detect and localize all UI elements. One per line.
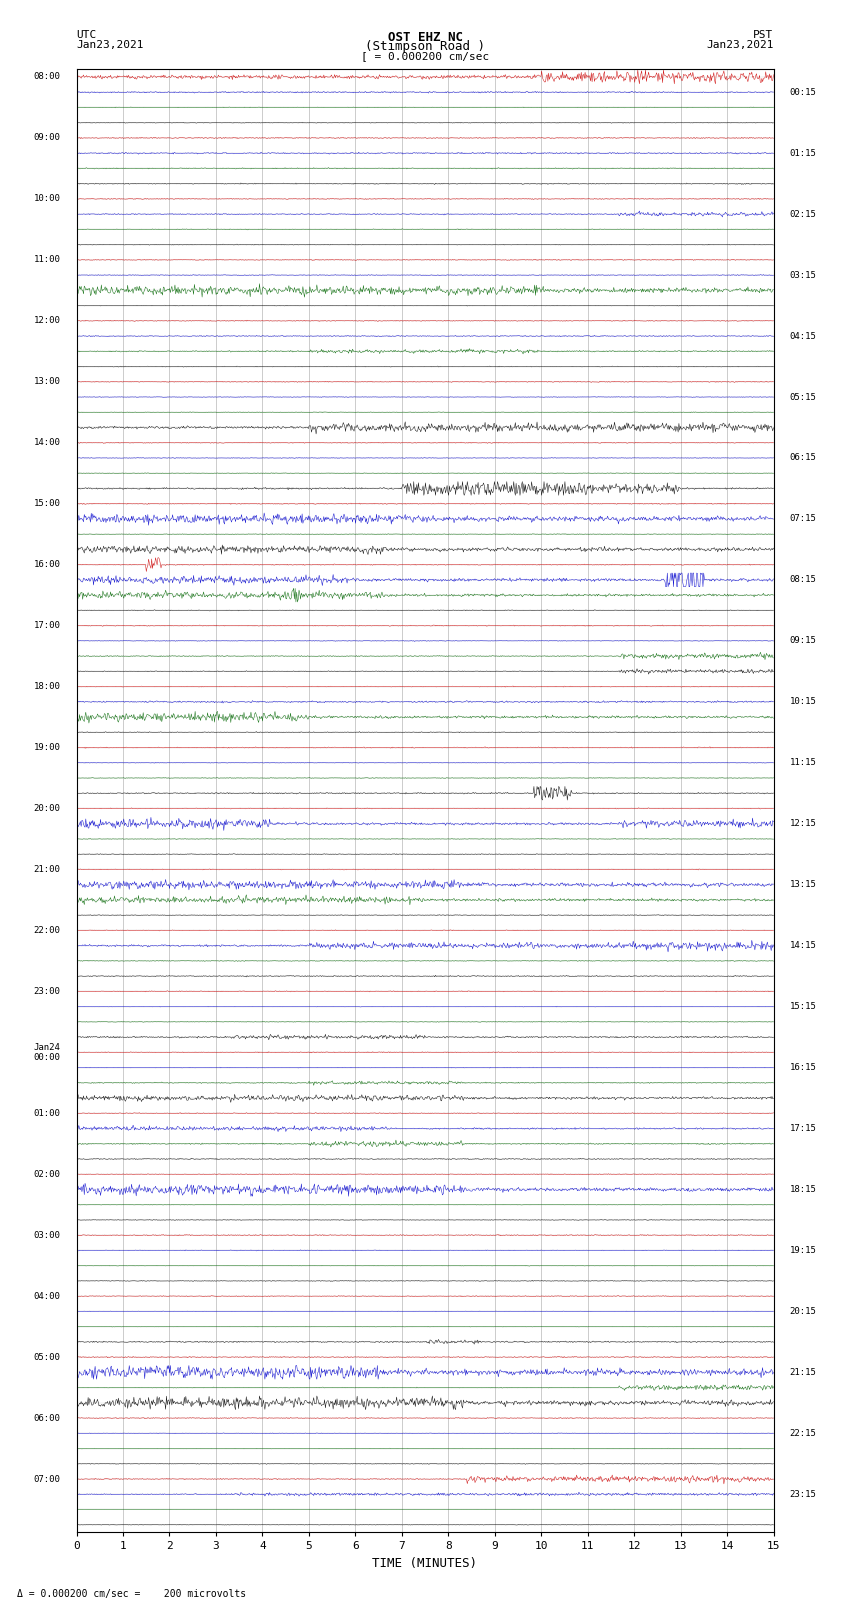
Text: 00:15: 00:15 xyxy=(790,87,817,97)
Text: 14:15: 14:15 xyxy=(790,940,817,950)
Text: 22:00: 22:00 xyxy=(33,926,60,936)
Text: 11:15: 11:15 xyxy=(790,758,817,768)
Text: 15:15: 15:15 xyxy=(790,1002,817,1011)
Text: 19:15: 19:15 xyxy=(790,1245,817,1255)
Text: 19:00: 19:00 xyxy=(33,744,60,752)
Text: 22:15: 22:15 xyxy=(790,1429,817,1437)
Text: Jan23,2021: Jan23,2021 xyxy=(76,40,144,50)
Text: 02:15: 02:15 xyxy=(790,210,817,219)
Text: (Stimpson Road ): (Stimpson Road ) xyxy=(365,40,485,53)
Text: 07:00: 07:00 xyxy=(33,1474,60,1484)
Text: 21:15: 21:15 xyxy=(790,1368,817,1378)
Text: [ = 0.000200 cm/sec: [ = 0.000200 cm/sec xyxy=(361,52,489,61)
Text: 12:15: 12:15 xyxy=(790,819,817,827)
Text: 09:15: 09:15 xyxy=(790,637,817,645)
Text: 03:15: 03:15 xyxy=(790,271,817,279)
Text: UTC: UTC xyxy=(76,31,97,40)
Text: 21:00: 21:00 xyxy=(33,865,60,874)
Text: 11:00: 11:00 xyxy=(33,255,60,265)
Text: Jan24
00:00: Jan24 00:00 xyxy=(33,1042,60,1061)
Text: 02:00: 02:00 xyxy=(33,1169,60,1179)
Text: 05:15: 05:15 xyxy=(790,392,817,402)
X-axis label: TIME (MINUTES): TIME (MINUTES) xyxy=(372,1557,478,1569)
Text: 06:15: 06:15 xyxy=(790,453,817,463)
Text: 08:00: 08:00 xyxy=(33,73,60,82)
Text: 05:00: 05:00 xyxy=(33,1353,60,1361)
Text: 20:00: 20:00 xyxy=(33,803,60,813)
Text: Jan23,2021: Jan23,2021 xyxy=(706,40,774,50)
Text: PST: PST xyxy=(753,31,774,40)
Text: 23:15: 23:15 xyxy=(790,1490,817,1498)
Text: 10:15: 10:15 xyxy=(790,697,817,706)
Text: 10:00: 10:00 xyxy=(33,195,60,203)
Text: 03:00: 03:00 xyxy=(33,1231,60,1240)
Text: 14:00: 14:00 xyxy=(33,439,60,447)
Text: 17:15: 17:15 xyxy=(790,1124,817,1132)
Text: 04:00: 04:00 xyxy=(33,1292,60,1300)
Text: 06:00: 06:00 xyxy=(33,1413,60,1423)
Text: 01:15: 01:15 xyxy=(790,148,817,158)
Text: 09:00: 09:00 xyxy=(33,134,60,142)
Text: 13:00: 13:00 xyxy=(33,377,60,386)
Text: 08:15: 08:15 xyxy=(790,576,817,584)
Text: 23:00: 23:00 xyxy=(33,987,60,995)
Text: 01:00: 01:00 xyxy=(33,1108,60,1118)
Text: 17:00: 17:00 xyxy=(33,621,60,631)
Text: Δ = 0.000200 cm/sec =    200 microvolts: Δ = 0.000200 cm/sec = 200 microvolts xyxy=(17,1589,246,1598)
Text: 13:15: 13:15 xyxy=(790,881,817,889)
Text: 15:00: 15:00 xyxy=(33,498,60,508)
Text: 12:00: 12:00 xyxy=(33,316,60,326)
Text: 20:15: 20:15 xyxy=(790,1307,817,1316)
Text: 16:15: 16:15 xyxy=(790,1063,817,1073)
Text: 07:15: 07:15 xyxy=(790,515,817,524)
Text: 18:15: 18:15 xyxy=(790,1186,817,1194)
Text: 16:00: 16:00 xyxy=(33,560,60,569)
Text: OST EHZ NC: OST EHZ NC xyxy=(388,31,462,44)
Text: 04:15: 04:15 xyxy=(790,332,817,340)
Text: 18:00: 18:00 xyxy=(33,682,60,690)
